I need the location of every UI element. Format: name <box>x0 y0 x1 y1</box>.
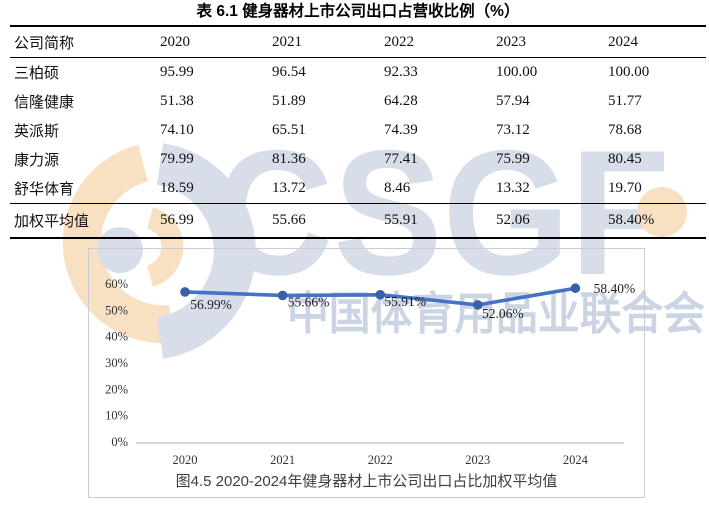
value-2020: 18.59 <box>160 180 194 196</box>
data-point-marker <box>277 290 288 301</box>
export-ratio-table-section: 表 6.1 健身器材上市公司出口占营收比例（%） 公司简称 2020 2021 … <box>10 0 706 239</box>
header-company: 公司简称 <box>14 35 75 52</box>
value-2024: 78.68 <box>608 122 642 138</box>
value-2023: 75.99 <box>496 151 530 167</box>
y-axis-tick: 40% <box>105 330 128 344</box>
line-chart-svg: 60% 50% 40% 30% 20% 10% 0% 2020 2021 2022 2023 2024… <box>105 277 636 467</box>
header-2024: 2024 <box>608 33 638 50</box>
table-row: 三柏硕 95.99 96.54 92.33 100.00 100.00 <box>10 58 706 87</box>
data-point-label: 56.99% <box>190 297 232 312</box>
value-2020: 74.10 <box>160 122 194 138</box>
weighted-average-line-chart: 60% 50% 40% 30% 20% 10% 0% 2020 2021 2022 2023 2024… <box>88 248 645 498</box>
y-axis-tick: 20% <box>105 382 128 396</box>
table-row: 舒华体育 18.59 13.72 8.46 13.32 19.70 <box>10 174 706 203</box>
value-2020: 95.99 <box>160 64 194 80</box>
summary-2022: 55.91 <box>384 212 418 228</box>
data-point-marker <box>473 300 483 310</box>
data-point-label: 55.91% <box>384 294 426 309</box>
header-2020: 2020 <box>160 33 190 50</box>
value-2024: 80.45 <box>608 151 642 167</box>
data-point-marker <box>180 287 190 297</box>
table-row: 英派斯 74.10 65.51 74.39 73.12 78.68 <box>10 116 706 145</box>
company-name: 三柏硕 <box>14 66 60 82</box>
y-axis-tick: 10% <box>105 409 128 423</box>
table-row: 康力源 79.99 81.36 77.41 75.99 80.45 <box>10 145 706 174</box>
header-2021: 2021 <box>272 33 302 50</box>
value-2020: 51.38 <box>160 93 194 109</box>
csgf-logo-swirl-icon <box>62 143 256 359</box>
x-axis-label: 2024 <box>563 453 589 467</box>
value-2021: 65.51 <box>272 122 306 138</box>
data-point-label: 52.06% <box>482 306 524 321</box>
value-2021: 51.89 <box>272 93 306 109</box>
value-2023: 100.00 <box>496 64 538 80</box>
x-axis-label: 2023 <box>465 453 490 467</box>
y-axis-tick: 0% <box>111 435 128 449</box>
value-2020: 79.99 <box>160 151 194 167</box>
chart-caption: 图4.5 2020-2024年健身器材上市公司出口占比加权平均值 <box>175 473 558 490</box>
swirl-orange-curl <box>146 207 184 287</box>
value-2022: 77.41 <box>384 151 418 167</box>
x-axis-label: 2022 <box>368 453 393 467</box>
y-axis-tick: 30% <box>105 356 128 370</box>
x-axis-label: 2021 <box>270 453 295 467</box>
company-name: 康力源 <box>14 153 60 169</box>
data-point-marker <box>375 289 386 300</box>
value-2022: 74.39 <box>384 122 418 138</box>
y-axis-tick: 60% <box>105 277 128 291</box>
header-2022: 2022 <box>384 33 414 50</box>
data-point-label: 58.40% <box>594 281 636 296</box>
y-axis-tick: 50% <box>105 303 128 317</box>
swirl-blue-arc <box>156 143 256 359</box>
summary-2021: 55.66 <box>272 212 306 228</box>
value-2024: 51.77 <box>608 93 642 109</box>
value-2022: 64.28 <box>384 93 418 109</box>
csgf-letters: CSGF <box>215 113 670 312</box>
table-body: 三柏硕 95.99 96.54 92.33 100.00 100.00 信隆健康… <box>10 58 706 203</box>
summary-2023: 52.06 <box>496 212 530 228</box>
value-2023: 73.12 <box>496 122 530 138</box>
company-name: 英派斯 <box>14 124 60 140</box>
value-2024: 100.00 <box>608 64 650 80</box>
value-2021: 96.54 <box>272 64 306 80</box>
value-2022: 92.33 <box>384 64 418 80</box>
data-point-marker <box>570 283 581 294</box>
value-2021: 13.72 <box>272 180 306 196</box>
summary-2020: 56.99 <box>160 212 194 228</box>
export-ratio-table: 公司简称 2020 2021 2022 2023 2024 三柏硕 95.99 … <box>10 25 706 239</box>
summary-label: 加权平均值 <box>14 214 90 230</box>
table-header-row: 公司简称 2020 2021 2022 2023 2024 <box>10 27 706 58</box>
value-2023: 13.32 <box>496 180 530 196</box>
x-axis-label: 2020 <box>173 453 198 467</box>
table-summary-row: 加权平均值 56.99 55.66 55.91 52.06 58.40% <box>10 203 706 237</box>
value-2022: 8.46 <box>384 180 411 196</box>
header-2023: 2023 <box>496 33 526 50</box>
value-2024: 19.70 <box>608 180 642 196</box>
table-row: 信隆健康 51.38 51.89 64.28 57.94 51.77 <box>10 87 706 116</box>
table-title: 表 6.1 健身器材上市公司出口占营收比例（%） <box>196 3 520 20</box>
swirl-orange-arc <box>62 144 173 344</box>
company-name: 舒华体育 <box>14 182 75 198</box>
orange-dot-icon <box>637 187 687 237</box>
data-point-label: 55.66% <box>288 294 330 309</box>
value-2021: 81.36 <box>272 151 306 167</box>
summary-2024: 58.40% <box>608 212 655 228</box>
company-name: 信隆健康 <box>14 95 75 111</box>
value-2023: 57.94 <box>496 93 530 109</box>
